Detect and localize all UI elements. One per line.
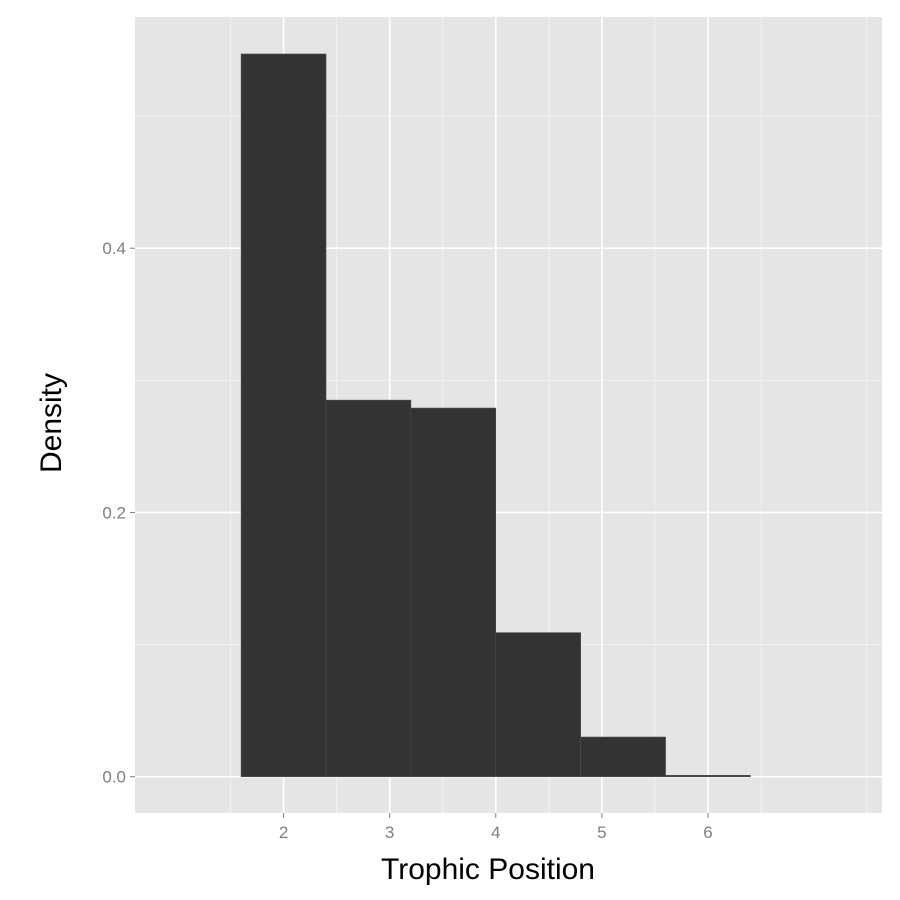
bars [240,53,751,777]
y-axis-ticks: 0.0 0.2 0.4 [102,239,135,787]
histogram-bar [580,736,666,777]
x-tick-label: 4 [491,823,500,842]
x-axis-title: Trophic Position [381,853,595,886]
x-tick-label: 2 [279,823,288,842]
y-tick-label: 0.0 [102,768,126,787]
histogram-bar [410,407,497,777]
x-tick-label: 3 [385,823,394,842]
histogram-bar [325,399,412,777]
histogram-bar [495,632,581,777]
y-tick-label: 0.2 [102,503,126,522]
histogram-bar [665,775,751,777]
histogram-bar [240,53,327,777]
y-tick-label: 0.4 [102,239,126,258]
x-tick-label: 5 [597,823,606,842]
x-axis-ticks: 2 3 4 5 6 [279,813,713,842]
y-axis-title: Density [35,373,68,473]
x-tick-label: 6 [703,823,712,842]
